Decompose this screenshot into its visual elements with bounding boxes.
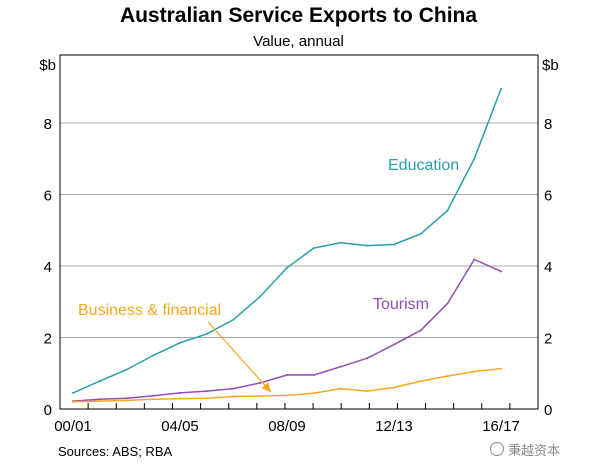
point-tourism-8 bbox=[286, 374, 288, 377]
y-tick-left-4: 4 bbox=[44, 259, 52, 276]
point-business-financial-12 bbox=[393, 386, 395, 389]
point-business-financial-2 bbox=[125, 399, 128, 402]
annotation-tourism: Tourism bbox=[373, 296, 429, 313]
chart-subtitle: Value, annual bbox=[253, 33, 344, 50]
point-business-financial-13 bbox=[419, 380, 422, 383]
point-business-financial-10 bbox=[339, 387, 342, 390]
point-business-financial-4 bbox=[179, 397, 181, 400]
x-tick-label-08-09: 08/09 bbox=[268, 418, 306, 435]
point-tourism-3 bbox=[152, 394, 155, 397]
x-tick-label-04-05: 04/05 bbox=[161, 418, 199, 435]
point-business-financial-14 bbox=[446, 375, 449, 378]
point-education-1 bbox=[98, 380, 101, 383]
x-tick-label-16-17: 16/17 bbox=[482, 418, 520, 435]
point-education-11 bbox=[366, 244, 369, 247]
point-tourism-1 bbox=[98, 398, 101, 401]
point-business-financial-11 bbox=[366, 390, 369, 393]
point-tourism-14 bbox=[446, 302, 449, 305]
point-tourism-16 bbox=[500, 270, 502, 273]
point-business-financial-9 bbox=[312, 392, 315, 395]
annotation-education: Education bbox=[388, 157, 459, 174]
point-education-0 bbox=[72, 391, 74, 394]
watermark: 秉越资本 bbox=[508, 443, 561, 458]
point-education-13 bbox=[419, 232, 422, 235]
y-tick-right-2: 2 bbox=[544, 330, 552, 347]
series-line-tourism bbox=[72, 258, 502, 402]
point-business-financial-16 bbox=[500, 367, 502, 370]
annotation-business-financial: Business & financial bbox=[78, 302, 221, 319]
x-tick-label-12-13: 12/13 bbox=[375, 418, 413, 435]
plot-frame bbox=[59, 54, 539, 410]
point-education-12 bbox=[393, 243, 395, 246]
y-ticks: 0 0 2 2 4 4 6 6 8 8 bbox=[44, 116, 553, 419]
point-business-financial-6 bbox=[232, 395, 235, 398]
point-education-6 bbox=[232, 318, 235, 321]
point-education-14 bbox=[446, 209, 449, 212]
point-education-5 bbox=[205, 332, 208, 335]
y-tick-right-0: 0 bbox=[544, 402, 552, 419]
x-tick-label-00-01: 00/01 bbox=[54, 418, 92, 435]
point-tourism-15 bbox=[473, 258, 476, 261]
point-tourism-10 bbox=[339, 365, 342, 368]
source-note: Sources: ABS; RBA bbox=[58, 444, 173, 459]
chart-title: Australian Service Exports to China bbox=[119, 4, 478, 27]
point-business-financial-8 bbox=[286, 394, 288, 397]
point-tourism-5 bbox=[205, 390, 208, 393]
point-education-8 bbox=[286, 266, 288, 269]
point-education-16 bbox=[500, 87, 502, 90]
y-unit-right: $b bbox=[542, 57, 559, 74]
annotation-arrow-business-financial bbox=[207, 321, 272, 393]
point-tourism-9 bbox=[312, 374, 315, 377]
point-business-financial-7 bbox=[259, 395, 262, 398]
point-tourism-2 bbox=[125, 397, 128, 400]
point-education-2 bbox=[125, 368, 128, 371]
y-tick-right-6: 6 bbox=[544, 187, 552, 204]
point-education-7 bbox=[259, 295, 262, 298]
point-tourism-7 bbox=[259, 381, 262, 384]
y-unit-left: $b bbox=[39, 57, 56, 74]
y-tick-left-8: 8 bbox=[44, 116, 52, 133]
series-lines bbox=[72, 87, 502, 403]
point-education-10 bbox=[339, 241, 342, 244]
y-tick-right-8: 8 bbox=[544, 116, 552, 133]
annotation-arrowhead-business-financial bbox=[261, 382, 271, 392]
point-education-9 bbox=[312, 247, 315, 250]
point-business-financial-1 bbox=[98, 400, 101, 403]
y-tick-right-4: 4 bbox=[544, 259, 552, 276]
point-business-financial-15 bbox=[473, 370, 476, 373]
gridlines bbox=[60, 122, 538, 338]
point-education-15 bbox=[473, 157, 476, 160]
point-tourism-12 bbox=[393, 343, 395, 346]
y-tick-left-2: 2 bbox=[44, 330, 52, 347]
x-ticks: 00/01 04/05 08/09 12/13 16/17 bbox=[54, 403, 520, 435]
point-business-financial-5 bbox=[205, 397, 208, 400]
point-business-financial-0 bbox=[72, 400, 74, 403]
point-education-3 bbox=[152, 354, 155, 357]
point-education-4 bbox=[179, 341, 181, 344]
point-tourism-13 bbox=[419, 329, 422, 332]
y-tick-left-6: 6 bbox=[44, 187, 52, 204]
point-business-financial-3 bbox=[152, 398, 155, 401]
annotations: Education Tourism Business & financial bbox=[78, 157, 459, 393]
watermark-logo-icon bbox=[490, 442, 504, 456]
point-tourism-11 bbox=[366, 357, 369, 360]
series-line-education bbox=[72, 88, 502, 394]
point-tourism-6 bbox=[232, 387, 235, 390]
y-tick-left-0: 0 bbox=[44, 402, 52, 419]
point-tourism-4 bbox=[179, 391, 181, 394]
